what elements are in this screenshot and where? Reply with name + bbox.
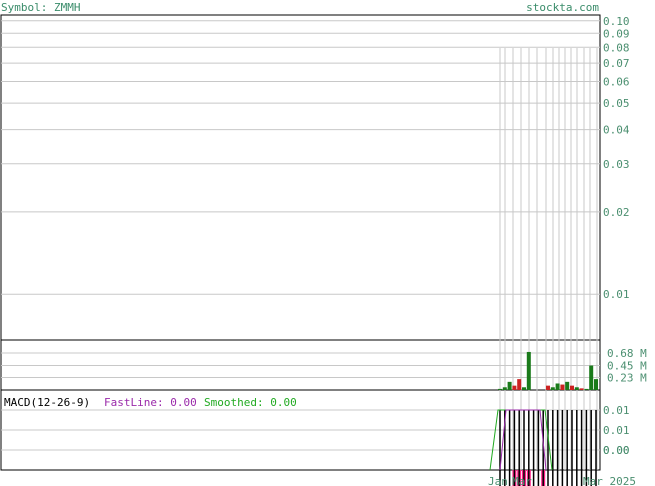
price-axis: 0.100.090.08 0.07 0.06 0.05 0.04 0.03 0.02 0.01 — [603, 15, 630, 301]
volume-bar — [498, 388, 502, 390]
volume-tick-label: 0.68 M — [607, 347, 647, 360]
x-label-mar-2025: Mar 2025 — [583, 475, 636, 486]
volume-bar — [570, 385, 574, 390]
price-tick-label: 0.09 — [603, 27, 630, 40]
price-tick-label: 0.10 — [603, 15, 630, 28]
price-tick-label: 0.06 — [603, 75, 630, 88]
price-tick-label: 0.04 — [603, 124, 630, 137]
volume-bar — [560, 384, 565, 390]
volume-bar — [517, 379, 522, 390]
macd-histogram — [499, 410, 597, 486]
price-tick-label: 0.02 — [603, 206, 630, 219]
macd-tick-label: 0.00 — [603, 444, 630, 457]
volume-bar — [507, 381, 512, 390]
volume-bar — [550, 387, 555, 390]
macd-lines — [489, 409, 553, 471]
volume-bars — [498, 351, 598, 390]
x-label-jan: Jan — [488, 475, 508, 486]
smoothed-label: Smoothed: 0.00 — [204, 396, 297, 409]
symbol-label: Symbol: ZMMH — [1, 1, 80, 14]
price-panel — [0, 14, 601, 341]
fastline-label: FastLine: 0.00 — [104, 396, 197, 409]
macd-tick-label: 0.01 — [603, 424, 630, 437]
volume-bar — [565, 381, 570, 390]
macd-axis: 0.010.010.000.00 — [603, 404, 630, 457]
price-tick-label: 0.05 — [603, 97, 630, 110]
volume-bar — [584, 388, 589, 390]
volume-bar — [574, 387, 579, 390]
volume-bar — [546, 385, 550, 390]
fastline-line — [499, 409, 547, 471]
macd-label: MACD(12-26-9) — [4, 396, 90, 409]
macd-tick-label: 0.00 — [603, 444, 630, 457]
macd-tick-label: 0.01 — [603, 404, 630, 417]
volume-gridlines — [1, 352, 600, 378]
volume-bar — [579, 388, 584, 390]
price-tick-label: 0.03 — [603, 158, 630, 171]
vertical-gridlines — [499, 48, 598, 470]
site-label[interactable]: stockta.com — [526, 1, 599, 14]
volume-bar — [526, 351, 531, 390]
volume-tick-label: 0.45 M — [607, 360, 647, 373]
price-tick-label: 0.01 — [603, 288, 630, 301]
volume-bar — [502, 387, 507, 390]
x-label-mar: Mar — [512, 475, 532, 486]
volume-bar — [522, 387, 526, 390]
volume-bar — [512, 385, 517, 390]
volume-bar — [594, 379, 598, 390]
volume-bar — [555, 383, 560, 390]
price-tick-label: 0.08 — [603, 41, 630, 54]
price-tick-label: 0.07 — [603, 57, 630, 70]
volume-axis: 0.68 M0.45 M0.23 M — [607, 347, 647, 384]
volume-bar — [589, 365, 594, 390]
volume-tick-label: 0.23 M — [607, 372, 647, 385]
